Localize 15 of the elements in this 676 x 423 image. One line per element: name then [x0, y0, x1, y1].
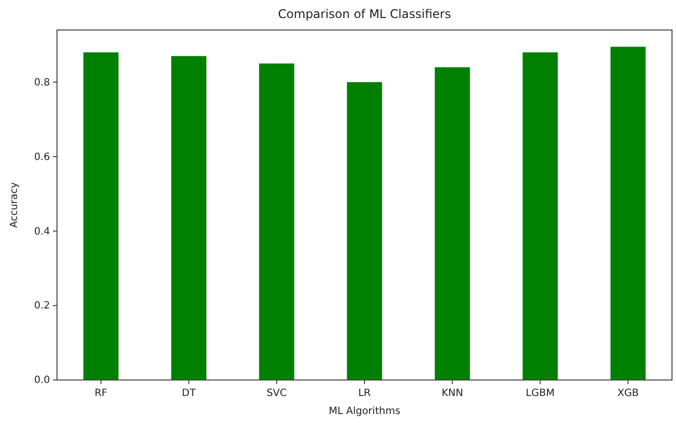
- y-tick-label: 0.8: [34, 77, 50, 88]
- x-axis-title: ML Algorithms: [328, 406, 400, 417]
- x-tick-label: SVC: [266, 388, 287, 399]
- chart-title: Comparison of ML Classifiers: [278, 7, 451, 21]
- x-tick-label: DT: [182, 388, 197, 399]
- x-tick-label: XGB: [617, 388, 639, 399]
- y-axis-title: Accuracy: [9, 182, 20, 228]
- x-tick-label: KNN: [442, 388, 464, 399]
- x-tick-label: LGBM: [526, 388, 555, 399]
- y-tick-label: 0.4: [34, 226, 50, 238]
- y-tick-label: 0.0: [34, 375, 50, 386]
- y-tick-label: 0.2: [34, 300, 50, 312]
- y-tick-label: 0.6: [34, 152, 50, 163]
- x-tick-label: RF: [94, 388, 108, 399]
- x-tick-label: LR: [358, 388, 371, 399]
